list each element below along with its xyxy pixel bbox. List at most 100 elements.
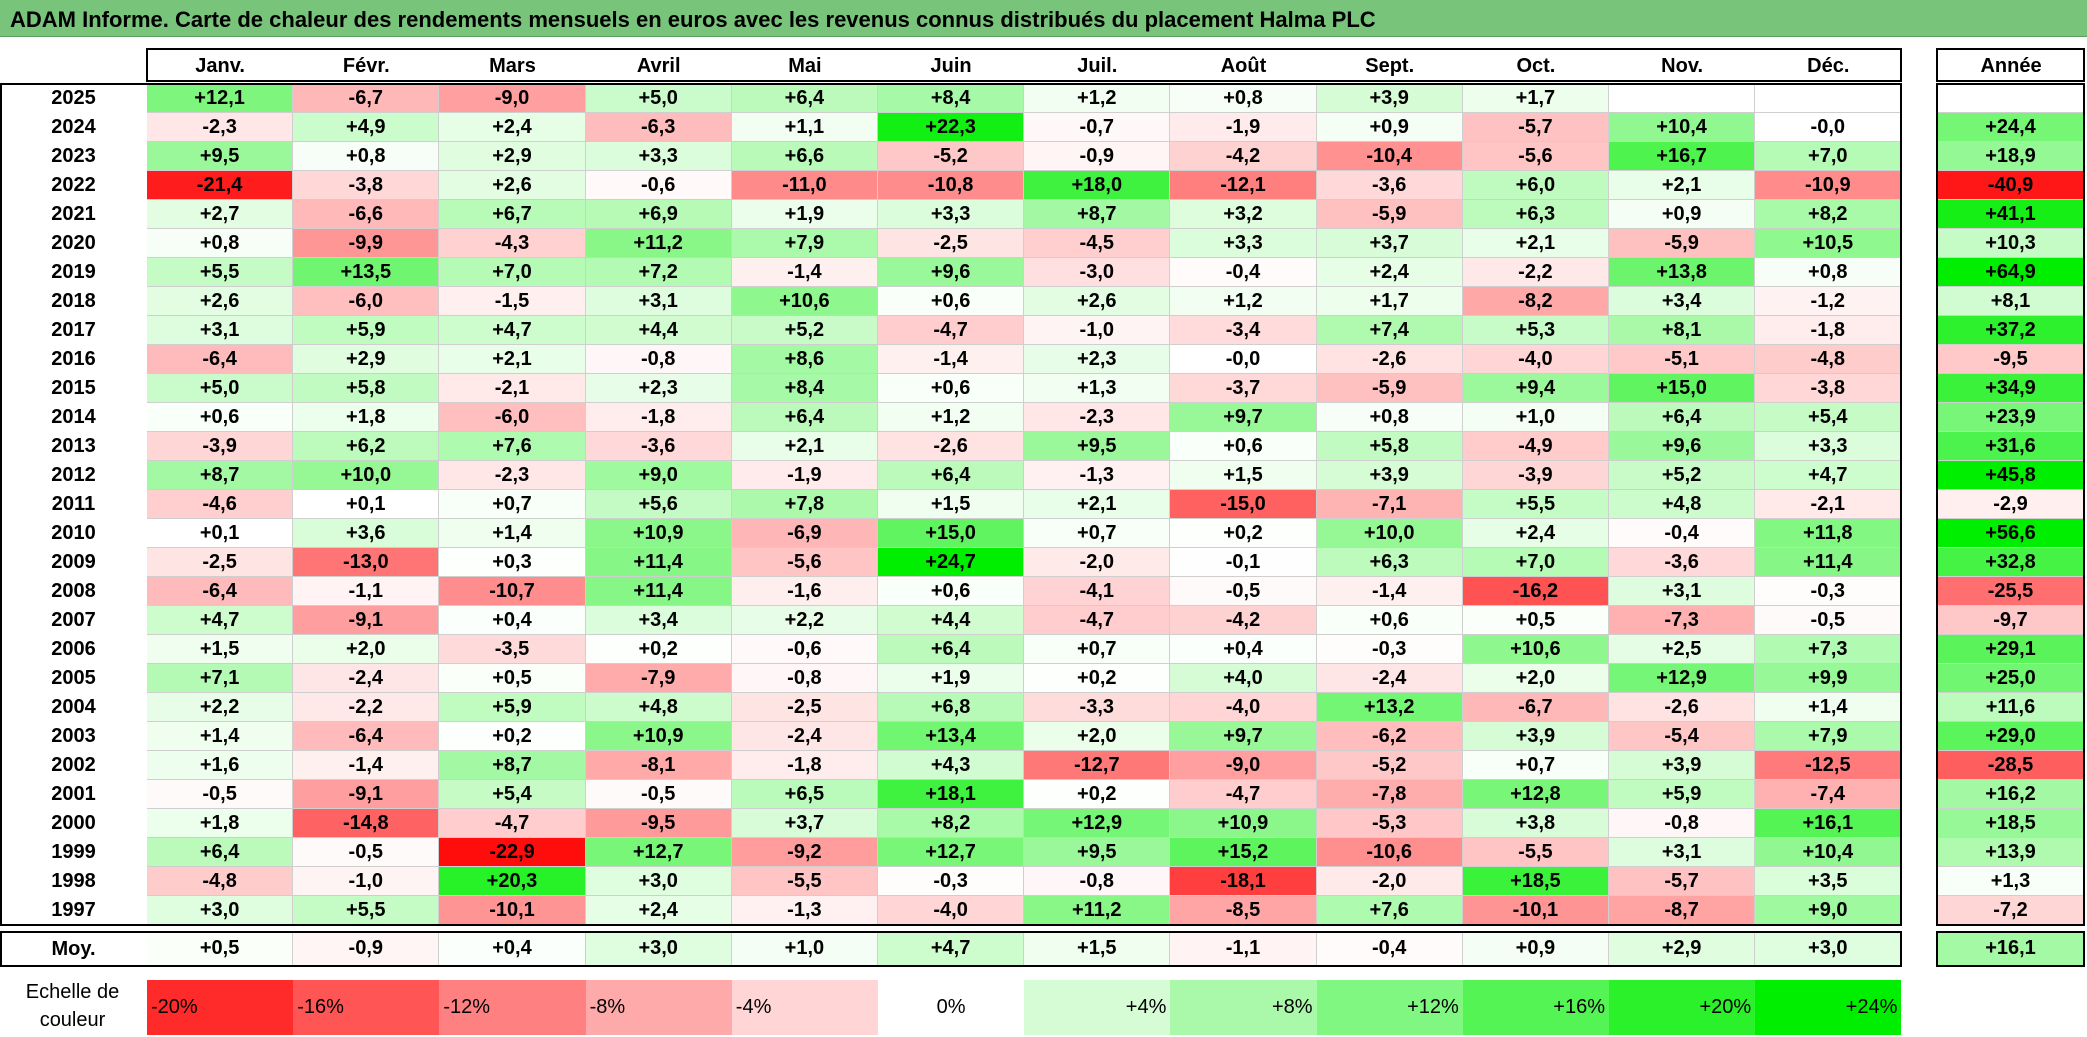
heatmap-cell: +0,2	[1024, 780, 1171, 809]
heatmap-cell: +8,7	[439, 751, 586, 780]
heatmap-cell: +8,7	[147, 461, 294, 490]
heatmap-cell: -2,4	[1316, 664, 1463, 693]
heatmap-cell: +15,2	[1170, 838, 1317, 867]
row-year-label: 2024	[51, 116, 96, 138]
heatmap-cell: -2,2	[1462, 258, 1609, 287]
heatmap-cell: +3,9	[1609, 751, 1756, 780]
heatmap-cell: +3,3	[1755, 432, 1902, 461]
heatmap-cell: +9,6	[878, 258, 1025, 287]
heatmap-cell: -6,4	[147, 577, 294, 606]
heatmap-cell: -10,6	[1316, 838, 1463, 867]
heatmap-cell: -4,8	[1755, 345, 1902, 374]
heatmap-cell: +0,8	[1170, 84, 1317, 113]
heatmap-cell: -5,1	[1609, 345, 1756, 374]
heatmap-cell: +4,4	[585, 316, 732, 345]
heatmap-cell: -3,4	[1170, 316, 1317, 345]
heatmap-cell: +0,4	[439, 606, 586, 635]
row-year-label: 2016	[51, 348, 96, 370]
heatmap-cell: +1,4	[147, 722, 294, 751]
heatmap-cell: +6,3	[1462, 200, 1609, 229]
heatmap-cell: -5,9	[1316, 200, 1463, 229]
heatmap-cell: -6,4	[293, 722, 440, 751]
heatmap-cell: -9,9	[293, 229, 440, 258]
annual-cell: +41,1	[1938, 200, 2084, 229]
heatmap-cell: +4,7	[1755, 461, 1902, 490]
month-header: Nov.	[1609, 50, 1756, 82]
heatmap-cell: +7,2	[585, 258, 732, 287]
heatmap-cell: +6,7	[439, 200, 586, 229]
month-header: Juil.	[1024, 50, 1171, 82]
heatmap-cell: +10,0	[293, 461, 440, 490]
annual-cell	[1938, 84, 2084, 113]
heatmap-cell: -6,4	[147, 345, 294, 374]
annual-cell: +37,2	[1938, 316, 2084, 345]
row-year-label: 2008	[51, 580, 96, 602]
heatmap-cell: +2,4	[585, 896, 732, 925]
heatmap-cell: +0,6	[1170, 432, 1317, 461]
month-header: Oct.	[1462, 50, 1609, 82]
heatmap-cell: +1,4	[439, 519, 586, 548]
heatmap-cell: -1,8	[731, 751, 878, 780]
legend-scale-cell: +20%	[1609, 980, 1756, 1035]
heatmap-cell: +3,1	[1609, 577, 1756, 606]
heatmap-cell: +0,7	[1024, 635, 1171, 664]
heatmap-cell: +5,9	[1609, 780, 1756, 809]
heatmap-cell: +2,1	[1462, 229, 1609, 258]
heatmap-cell: +7,9	[731, 229, 878, 258]
heatmap-cell: +8,2	[1755, 200, 1902, 229]
heatmap-cell: +7,6	[1316, 896, 1463, 925]
heatmap-cell: +5,0	[585, 84, 732, 113]
heatmap-cell: +3,1	[585, 287, 732, 316]
heatmap-cell: -3,6	[1316, 171, 1463, 200]
heatmap-cell: -1,6	[731, 577, 878, 606]
average-cell: +2,9	[1609, 932, 1756, 966]
heatmap-cell: +2,1	[1609, 171, 1756, 200]
row-year-label: 1997	[51, 899, 96, 921]
average-cell: +0,9	[1462, 932, 1609, 966]
heatmap-cell: -5,4	[1609, 722, 1756, 751]
heatmap-cell: +6,4	[731, 84, 878, 113]
heatmap-cell: +0,1	[147, 519, 294, 548]
heatmap-cell: +3,7	[731, 809, 878, 838]
heatmap-cell: +8,1	[1609, 316, 1756, 345]
heatmap-cell: +1,5	[147, 635, 294, 664]
annual-cell: +16,2	[1938, 780, 2084, 809]
heatmap-cell: -0,5	[585, 780, 732, 809]
heatmap-cell: -1,5	[439, 287, 586, 316]
heatmap-cell: +2,3	[1024, 345, 1171, 374]
heatmap-cell: +5,8	[1316, 432, 1463, 461]
heatmap-cell: -0,4	[1609, 519, 1756, 548]
heatmap-cell: -3,3	[1024, 693, 1171, 722]
row-year-label: 2020	[51, 232, 96, 254]
heatmap-cell: -1,4	[731, 258, 878, 287]
heatmap-cell: -11,0	[731, 171, 878, 200]
row-year-label: 2003	[51, 725, 96, 747]
row-year-label: 2002	[51, 754, 96, 776]
heatmap-cell: -9,0	[1170, 751, 1317, 780]
heatmap-cell: -14,8	[293, 809, 440, 838]
row-year-label: 2021	[51, 203, 96, 225]
heatmap-cell: +3,9	[1316, 461, 1463, 490]
heatmap-cell: +4,3	[878, 751, 1025, 780]
heatmap-cell: +2,4	[439, 113, 586, 142]
heatmap-cell: -10,7	[439, 577, 586, 606]
annual-cell: +18,9	[1938, 142, 2084, 171]
row-year-label: 2012	[51, 464, 96, 486]
annual-cell: +29,1	[1938, 635, 2084, 664]
heatmap-cell: -4,0	[1462, 345, 1609, 374]
row-year-label: 2018	[51, 290, 96, 312]
annual-cell: +13,9	[1938, 838, 2084, 867]
row-year-label: 2022	[51, 174, 96, 196]
heatmap-cell: +0,3	[439, 548, 586, 577]
heatmap-cell: -2,5	[147, 548, 294, 577]
heatmap-cell: -0,8	[1609, 809, 1756, 838]
month-header: Juin	[878, 50, 1025, 82]
heatmap-cell: -5,6	[1462, 142, 1609, 171]
heatmap-cell: +7,4	[1316, 316, 1463, 345]
heatmap-cell: -2,6	[878, 432, 1025, 461]
heatmap-cell: -2,2	[293, 693, 440, 722]
heatmap-cell: +3,3	[1170, 229, 1317, 258]
legend-scale-cell: -20%	[147, 980, 294, 1035]
heatmap-cell: +3,4	[585, 606, 732, 635]
month-header: Sept.	[1316, 50, 1463, 82]
